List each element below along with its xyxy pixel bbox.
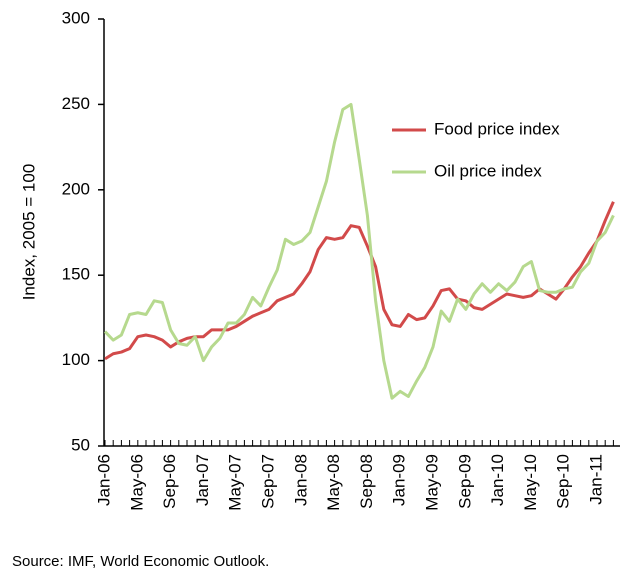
data-line [103, 102, 615, 400]
x-tick-label: Jan-08 [291, 454, 310, 506]
x-tick-label: May-09 [422, 454, 441, 511]
x-tick-label: May-08 [324, 454, 343, 511]
data-line [104, 201, 615, 361]
source-note: Source: IMF, World Economic Outlook. [12, 553, 269, 570]
x-tick-label: Sep-09 [455, 454, 474, 509]
x-tick-label: Sep-10 [554, 454, 573, 509]
x-tick-label: Sep-07 [258, 454, 277, 509]
y-tick-label: 250 [62, 94, 90, 113]
y-tick-label: 200 [62, 179, 90, 198]
x-tick-label: Jan-09 [390, 454, 409, 506]
x-tick-label: Sep-08 [357, 454, 376, 509]
y-tick-label: 50 [71, 435, 90, 454]
y-tick-label: 150 [62, 265, 90, 284]
x-tick-label: May-07 [226, 454, 245, 511]
y-tick-label: 100 [62, 350, 90, 369]
x-tick-label: Jan-06 [94, 454, 113, 506]
x-tick-label: Jan-11 [586, 454, 605, 505]
x-tick-label: May-06 [127, 454, 146, 511]
y-tick-label: 300 [62, 8, 90, 27]
legend-label: Food price index [434, 119, 560, 138]
legend-label: Oil price index [434, 161, 542, 180]
x-tick-label: May-10 [521, 454, 540, 511]
x-tick-label: Sep-06 [160, 454, 179, 509]
x-tick-label: Jan-10 [488, 454, 507, 506]
y-axis-label: Index, 2005 = 100 [19, 164, 38, 301]
x-tick-label: Jan-07 [193, 454, 212, 506]
